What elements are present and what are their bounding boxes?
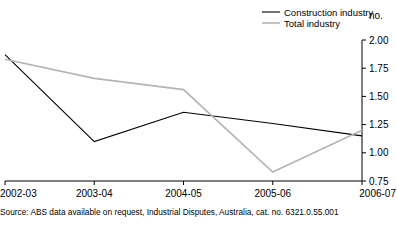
y-tick [362,68,366,69]
y-tick [362,181,366,182]
y-tick [362,152,366,153]
y-tick-label: 2.00 [369,35,389,46]
legend-swatch [262,22,280,24]
x-tick [5,181,6,185]
x-tick [362,181,363,185]
x-tick [94,181,95,185]
x-tick-label: 2003-04 [76,188,113,199]
y-tick-label: 0.75 [369,176,389,187]
legend-label: Total industry [284,18,340,29]
y-axis [362,40,363,181]
y-tick-label: 1.50 [369,91,389,102]
y-tick [362,96,366,97]
x-tick [272,181,273,185]
legend-swatch [262,11,280,12]
x-tick-label: 2006-07 [359,188,396,199]
y-tick-label: 1.25 [369,119,389,130]
series-line [5,59,362,172]
plot-lines [5,55,362,172]
y-tick-label: 1.00 [369,147,389,158]
y-tick [362,40,366,41]
source-note: Source: ABS data available on request, I… [0,207,339,217]
x-tick-label: 2004-05 [165,188,202,199]
y-tick-label: 1.75 [369,63,389,74]
legend-label: Construction industry [284,7,373,18]
x-tick-label: 2005-06 [254,188,291,199]
x-tick-label: 2002-03 [0,188,37,199]
series-line [5,55,362,142]
x-tick [183,181,184,185]
chart: 0.751.001.251.501.752.00no.2002-032003-0… [0,0,397,227]
y-tick [362,124,366,125]
